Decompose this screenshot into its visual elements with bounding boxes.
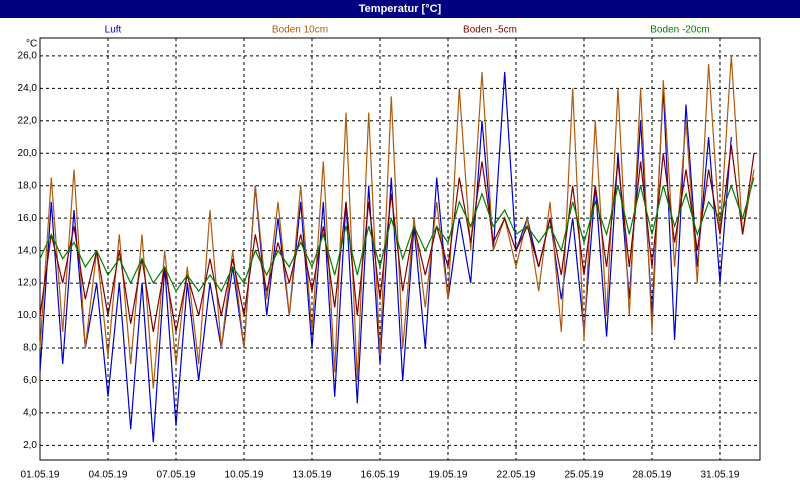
x-tick-label: 22.05.19 <box>497 470 536 481</box>
y-tick-label: 2,0 <box>23 440 37 451</box>
y-tick-label: 26,0 <box>18 50 38 61</box>
legend-entry: Boden -20cm <box>650 25 709 36</box>
series-line <box>39 55 755 389</box>
y-tick-label: 20,0 <box>18 148 38 159</box>
y-tick-label: 12,0 <box>18 278 38 289</box>
y-tick-label: 6,0 <box>23 375 37 386</box>
x-tick-label: 04.05.19 <box>89 470 128 481</box>
x-tick-label: 19.05.19 <box>429 470 468 481</box>
legend-entry: Boden 10cm <box>272 25 328 36</box>
y-tick-label: 16,0 <box>18 213 38 224</box>
y-tick-label: 18,0 <box>18 180 38 191</box>
legend-entry: Luft <box>105 25 122 36</box>
y-unit: °C <box>26 39 37 50</box>
y-tick-label: 10,0 <box>18 310 38 321</box>
legend-entry: Boden -5cm <box>463 25 517 36</box>
chart-title: Temperatur [°C] <box>359 3 442 15</box>
x-tick-label: 10.05.19 <box>225 470 264 481</box>
series-line <box>39 145 755 332</box>
x-tick-label: 25.05.19 <box>565 470 604 481</box>
y-tick-label: 22,0 <box>18 115 38 126</box>
x-tick-label: 16.05.19 <box>361 470 400 481</box>
y-tick-label: 14,0 <box>18 245 38 256</box>
title-bar <box>0 0 800 18</box>
x-tick-label: 07.05.19 <box>157 470 196 481</box>
x-tick-label: 31.05.19 <box>701 470 740 481</box>
x-tick-label: 28.05.19 <box>633 470 672 481</box>
x-tick-label: 01.05.19 <box>21 470 60 481</box>
y-tick-label: 4,0 <box>23 408 37 419</box>
x-tick-label: 13.05.19 <box>293 470 332 481</box>
y-tick-label: 24,0 <box>18 83 38 94</box>
y-tick-label: 8,0 <box>23 343 37 354</box>
series-line <box>39 177 755 293</box>
